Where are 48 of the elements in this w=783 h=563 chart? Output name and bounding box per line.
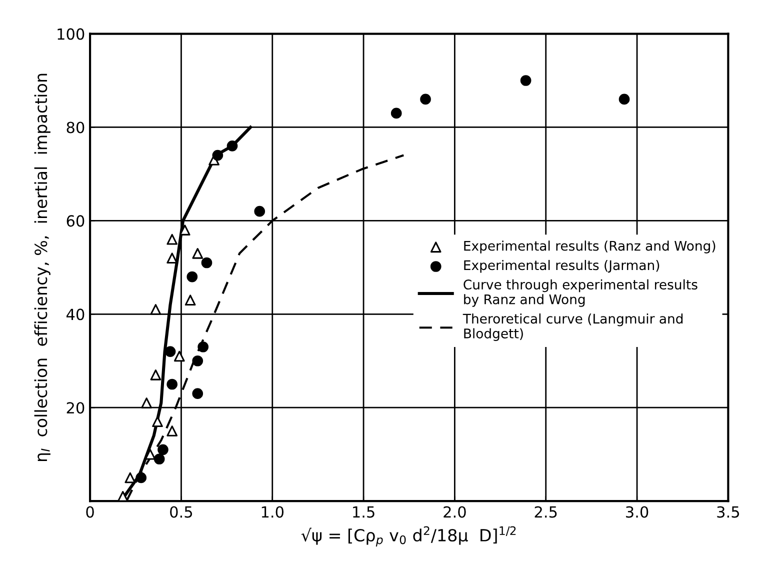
point <box>420 94 431 105</box>
x-tick-label: 2.5 <box>534 506 557 518</box>
point <box>179 224 190 236</box>
y-tick-label: 100 <box>58 28 84 40</box>
point <box>390 108 402 119</box>
point <box>117 490 128 502</box>
x-axis-title: √ψ = [Cρ$_{p}$ v$_{0}$ d$^{2}$/18μ D]$^{1/2}$ <box>301 526 516 546</box>
x-tick-label: 3.5 <box>717 506 740 518</box>
point <box>150 369 162 380</box>
point <box>152 416 163 428</box>
legend-label: Theroretical curve (Langmuir and Blodgett) <box>462 313 683 341</box>
point <box>198 341 209 352</box>
point <box>226 140 238 152</box>
x-tick-label: 1.0 <box>262 506 284 518</box>
point <box>158 444 168 456</box>
point <box>192 355 204 366</box>
point <box>201 257 212 268</box>
point <box>154 454 165 464</box>
x-tick-label: 2.0 <box>444 506 466 518</box>
point <box>124 472 136 484</box>
x-tick-label: 1.5 <box>353 506 374 518</box>
x-tick-label: 3.0 <box>626 506 648 518</box>
point <box>520 75 532 86</box>
point <box>150 304 162 315</box>
y-tick-label: 60 <box>66 215 84 227</box>
x-tick-label: 0.5 <box>170 506 192 518</box>
legend-label: Experimental results (Jarman) <box>464 260 660 273</box>
point <box>192 388 204 400</box>
point <box>184 294 196 306</box>
point <box>186 271 198 282</box>
y-tick-label: 20 <box>66 402 84 414</box>
point <box>166 234 178 245</box>
point <box>174 350 185 362</box>
legend-label: Curve through experimental results by Ranz and Wong <box>464 279 698 307</box>
point <box>166 426 178 436</box>
point <box>166 378 178 390</box>
x-tick-label: 0 <box>86 506 94 518</box>
point <box>141 398 152 408</box>
point <box>254 206 266 217</box>
y-tick-label: 40 <box>66 308 84 320</box>
point <box>136 472 147 484</box>
y-axis-title: η$_{I}$ collection efficiency, %, inertial impaction <box>34 74 50 461</box>
point <box>212 150 224 161</box>
point <box>618 94 630 105</box>
point <box>164 346 176 357</box>
y-tick-label: 80 <box>66 122 84 134</box>
point <box>192 248 204 259</box>
legend-label: Experimental results (Ranz and Wong) <box>464 240 716 254</box>
